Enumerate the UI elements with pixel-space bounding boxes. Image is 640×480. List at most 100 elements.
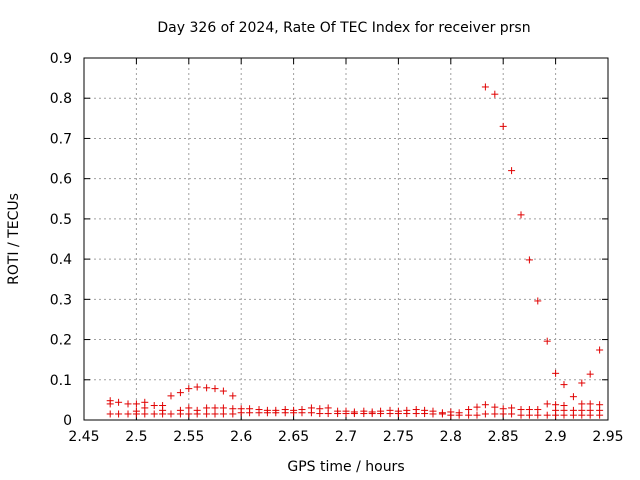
y-tick-label: 0.7	[50, 131, 72, 147]
data-point	[211, 410, 219, 418]
data-point	[543, 337, 551, 345]
data-point	[447, 408, 455, 416]
data-point	[360, 407, 368, 415]
data-point	[491, 403, 499, 411]
data-point	[255, 406, 263, 414]
data-point	[193, 406, 201, 414]
data-point	[124, 400, 132, 408]
data-point	[455, 409, 463, 417]
y-tick-label: 0.8	[50, 91, 72, 107]
data-point	[342, 407, 350, 415]
data-point	[219, 404, 227, 412]
data-point	[403, 406, 411, 414]
data-point	[219, 410, 227, 418]
data-point	[298, 406, 306, 414]
data-point	[124, 410, 132, 418]
data-point	[290, 406, 298, 414]
data-point	[499, 122, 507, 130]
data-point	[552, 369, 560, 377]
data-point	[586, 400, 594, 408]
data-point	[517, 211, 525, 219]
data-point	[229, 392, 237, 400]
data-point	[334, 407, 342, 415]
data-point	[578, 379, 586, 387]
data-point	[211, 404, 219, 412]
x-tick-label: 2.6	[230, 429, 252, 445]
data-point	[159, 402, 167, 410]
data-point	[508, 167, 516, 175]
data-point	[219, 387, 227, 395]
data-point	[508, 410, 516, 418]
data-point	[491, 410, 499, 418]
data-point	[281, 406, 289, 414]
grid	[84, 58, 608, 420]
data-point	[481, 401, 489, 409]
y-tick-labels: 0 0.1 0.2 0.3 0.4 0.5 0.6 0.7 0.8 0.9	[50, 51, 72, 429]
data-point	[132, 407, 140, 415]
data-point	[569, 406, 577, 414]
data-point	[324, 404, 332, 412]
data-point	[203, 404, 211, 412]
data-point	[141, 398, 149, 406]
data-point	[350, 408, 358, 416]
data-point	[438, 409, 446, 417]
data-point	[150, 402, 158, 410]
data-point	[167, 392, 175, 400]
y-tick-label: 0	[63, 413, 72, 429]
data-point	[316, 405, 324, 413]
data-point	[386, 406, 394, 414]
data-point	[586, 370, 594, 378]
data-point	[552, 401, 560, 409]
chart-title: Day 326 of 2024, Rate Of TEC Index for r…	[157, 20, 530, 36]
data-point	[508, 404, 516, 412]
data-point	[176, 389, 184, 397]
data-point	[517, 406, 525, 414]
data-point	[473, 403, 481, 411]
data-point	[394, 407, 402, 415]
data-point	[481, 410, 489, 418]
data-point	[596, 346, 604, 354]
data-point	[176, 406, 184, 414]
data-point	[534, 406, 542, 414]
data-point	[499, 405, 507, 413]
data-point	[106, 397, 114, 405]
data-point	[211, 385, 219, 393]
data-point	[586, 406, 594, 414]
y-tick-label: 0.4	[50, 252, 72, 268]
y-tick-label: 0.9	[50, 51, 72, 67]
data-point	[560, 381, 568, 389]
data-point	[132, 400, 140, 408]
data-point	[185, 410, 193, 418]
data-point	[525, 406, 533, 414]
data-point	[115, 410, 123, 418]
x-tick-label: 2.65	[278, 429, 309, 445]
x-tick-label: 2.9	[544, 429, 566, 445]
data-point	[368, 408, 376, 416]
x-tick-label: 2.75	[383, 429, 414, 445]
data-point	[167, 410, 175, 418]
data-point	[115, 398, 123, 406]
y-tick-label: 0.3	[50, 292, 72, 308]
data-point	[596, 401, 604, 409]
data-point	[141, 410, 149, 418]
x-tick-label: 2.45	[68, 429, 99, 445]
data-point	[569, 393, 577, 401]
x-tick-label: 2.7	[335, 429, 357, 445]
data-point	[377, 407, 385, 415]
x-tick-label: 2.8	[440, 429, 462, 445]
y-tick-label: 0.6	[50, 172, 72, 188]
data-point	[237, 405, 245, 413]
data-point	[272, 406, 280, 414]
x-tick-label: 2.85	[488, 429, 519, 445]
x-tick-label: 2.95	[592, 429, 623, 445]
y-axis-label: ROTI / TECUs	[6, 193, 22, 285]
x-tick-labels: 2.45 2.5 2.55 2.6 2.65 2.7 2.75 2.8 2.85 2.9 2.95	[68, 429, 623, 445]
data-points	[106, 83, 604, 419]
data-point	[429, 407, 437, 415]
data-point	[412, 406, 420, 414]
x-tick-label: 2.55	[173, 429, 204, 445]
data-point	[106, 410, 114, 418]
data-point	[560, 402, 568, 410]
data-point	[534, 297, 542, 305]
data-point	[481, 83, 489, 91]
